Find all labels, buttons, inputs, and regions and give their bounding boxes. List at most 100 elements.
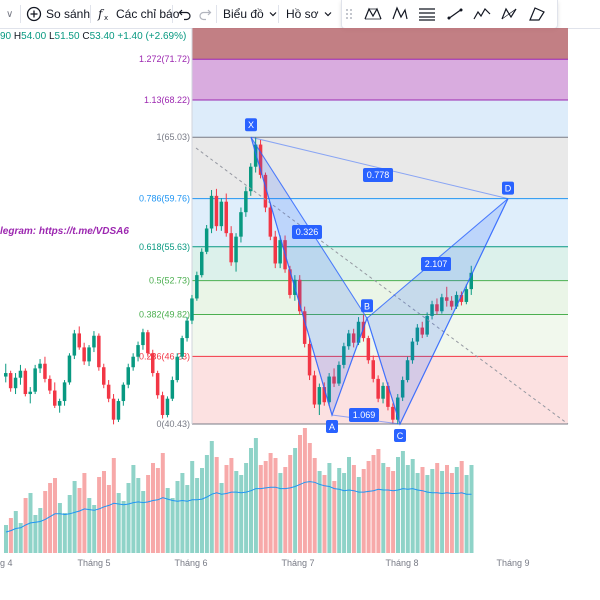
xabcd-pattern-icon[interactable] (364, 6, 382, 22)
candle (440, 293, 444, 314)
candle (82, 342, 86, 365)
volume-bar (200, 468, 204, 553)
compare-label: So sánh (46, 7, 91, 21)
volume-bar (283, 467, 288, 553)
profile-button[interactable]: Hồ sơ (286, 0, 333, 28)
volume-bar (146, 475, 151, 553)
candle (131, 353, 135, 371)
candle (263, 172, 268, 213)
candle (121, 382, 126, 406)
candle (175, 353, 179, 383)
candle (342, 342, 346, 369)
volume-bar (356, 477, 361, 553)
candle (229, 226, 233, 266)
toolbar-separator (278, 5, 279, 23)
price-chart-canvas[interactable]: 1.272(71.72) 1.13(68.22) 1(65.03) 0.786(59.… (0, 28, 600, 600)
candle (249, 163, 253, 196)
candle (459, 291, 464, 306)
fib-zone (192, 356, 568, 424)
volume-bar (332, 481, 337, 553)
fib-zone (192, 314, 568, 357)
candle (415, 324, 420, 346)
candle (273, 230, 277, 269)
telegram-watermark: legram: https://t.me/VDSA6 (0, 226, 129, 237)
candle (337, 361, 341, 386)
volume-bar (239, 475, 244, 553)
redo-button[interactable] (198, 0, 212, 28)
abcd-pattern-icon[interactable] (500, 6, 518, 22)
candle (28, 387, 32, 404)
candle (200, 248, 204, 278)
volume-bar (43, 491, 48, 553)
volume-bar (449, 473, 454, 553)
candle (209, 190, 214, 234)
candle (347, 329, 351, 350)
month-label: Tháng 5 (77, 558, 111, 568)
candle (33, 364, 37, 395)
indicators-label: Các chỉ báo (116, 7, 180, 21)
volume-bar (106, 485, 111, 553)
fib-level-label: 1.272(71.72) (139, 54, 190, 64)
volume-bar (4, 525, 8, 553)
candle (18, 364, 23, 385)
candle (425, 312, 429, 337)
svg-text:x: x (104, 14, 108, 22)
volume-bar (430, 469, 435, 553)
volume-bar (459, 461, 464, 553)
trend-line-icon[interactable] (446, 6, 464, 22)
month-label: g 4 (0, 558, 13, 568)
volume-bar (131, 465, 136, 553)
compare-button[interactable]: So sánh (26, 0, 90, 28)
candle (445, 286, 449, 307)
fib-level-label: 1(65.03) (156, 132, 190, 142)
fib-level-label: 0(40.43) (156, 419, 190, 429)
fib-retracement-icon[interactable] (418, 6, 436, 22)
volume-bar (13, 511, 18, 553)
toolbar-separator (90, 5, 91, 23)
svg-text:B: B (364, 301, 370, 311)
undo-button[interactable] (178, 0, 192, 28)
candle (146, 329, 150, 357)
candle (72, 329, 77, 360)
candle (136, 341, 140, 362)
cypher-pattern-icon[interactable] (391, 6, 409, 22)
candle (234, 233, 238, 272)
fib-zone (192, 280, 568, 315)
ohlc-low: 51.50 (54, 31, 80, 42)
toolbar-left-chevron[interactable]: ∨ (6, 8, 14, 20)
volume-bar (454, 467, 459, 553)
volume-bar (8, 518, 13, 553)
volume-bar (253, 438, 258, 553)
pattern-point-a: A (326, 420, 338, 434)
volume-ma-line (5, 481, 472, 533)
candle (420, 321, 424, 339)
chart-type-button[interactable]: Biểu đồ (223, 0, 278, 28)
volume-bar (97, 477, 102, 553)
elliott-wave-icon[interactable] (473, 6, 491, 22)
volume-bar (307, 443, 312, 553)
toolbar-separator (216, 5, 217, 23)
candle (53, 382, 57, 409)
triangle-pattern-icon[interactable] (528, 6, 546, 22)
fib-zone (192, 246, 568, 281)
candle (106, 380, 111, 403)
candle (97, 333, 101, 371)
pattern-point-x: X (245, 118, 257, 132)
candle (185, 317, 189, 342)
chevron-down-icon (269, 12, 277, 17)
pattern-ratio-line (250, 136, 509, 200)
svg-text:f: f (97, 7, 105, 21)
pattern-point-b: B (361, 299, 373, 313)
diagonal-dashed-trendline (195, 147, 569, 425)
volume-bar (92, 505, 97, 553)
xabcd-harmonic-pattern: X A B C D 0.778 0.326 2.107 1.069 (245, 118, 514, 442)
drag-handle-icon[interactable] (345, 6, 353, 22)
candle (376, 375, 380, 403)
month-label: Tháng 9 (496, 558, 530, 568)
volume-bar (298, 435, 302, 553)
pattern-point-c: C (394, 429, 406, 442)
candle (332, 368, 336, 388)
volume-bar (111, 458, 116, 553)
